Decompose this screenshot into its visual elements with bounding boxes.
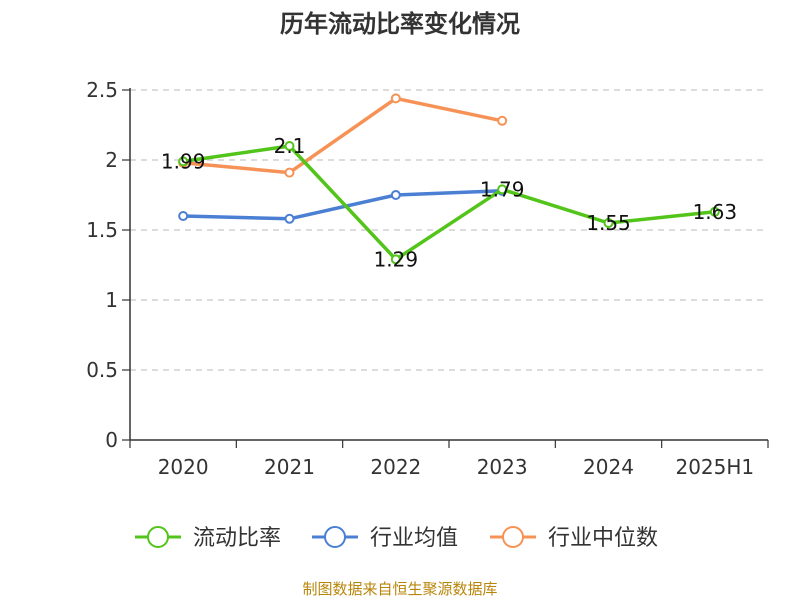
data-label: 1.55 xyxy=(586,211,631,235)
data-label: 1.99 xyxy=(161,149,206,173)
data-point[interactable] xyxy=(497,184,508,195)
data-point[interactable] xyxy=(284,213,295,224)
data-point[interactable] xyxy=(497,115,508,126)
y-tick-label: 1.5 xyxy=(86,218,118,242)
y-tick-label: 0 xyxy=(105,428,118,452)
x-tick-label: 2023 xyxy=(477,455,528,479)
y-tick-label: 2 xyxy=(105,148,118,172)
data-point[interactable] xyxy=(178,156,189,167)
data-label: 1.63 xyxy=(693,200,738,224)
data-point[interactable] xyxy=(390,254,401,265)
data-point[interactable] xyxy=(603,218,614,228)
data-labels: 1.99 2.1 1.29 1.79 1.55 1.63 xyxy=(161,134,737,271)
source-note: 制图数据来自恒生聚源数据库 xyxy=(302,580,498,598)
y-tick-label: 2.5 xyxy=(86,78,118,102)
legend-marker[interactable] xyxy=(502,526,524,548)
data-point[interactable] xyxy=(284,141,295,151)
chart-title: 历年流动比率变化情况 xyxy=(280,10,520,38)
data-label: 1.29 xyxy=(374,247,419,271)
data-point[interactable] xyxy=(390,93,401,104)
series-line xyxy=(181,144,717,262)
legend-marker[interactable] xyxy=(324,526,346,548)
series-line xyxy=(181,96,504,175)
data-point[interactable] xyxy=(709,206,720,217)
y-tick-label: 1 xyxy=(105,288,118,312)
x-tick-label: 2025H1 xyxy=(675,455,754,479)
data-point[interactable] xyxy=(178,211,189,221)
data-point[interactable] xyxy=(284,167,295,178)
legend[interactable]: 流动比率 行业均值 行业中位数 xyxy=(135,526,658,551)
series-line xyxy=(181,189,504,221)
data-point[interactable] xyxy=(390,190,401,200)
x-tick-label: 2024 xyxy=(583,455,634,479)
legend-label[interactable]: 行业均值 xyxy=(370,526,458,551)
y-tick-label: 0.5 xyxy=(86,358,118,382)
data-label: 2.1 xyxy=(274,134,306,158)
data-label: 1.79 xyxy=(480,177,525,201)
series-lines xyxy=(178,93,720,265)
legend-label[interactable]: 流动比率 xyxy=(193,526,281,551)
x-tick-label: 2021 xyxy=(264,455,315,479)
axes: 0 0.5 1 1.5 2 2.5 2020 2021 2022 2023 2024 2025H1 xyxy=(86,78,769,479)
legend-marker[interactable] xyxy=(147,526,169,548)
x-tick-label: 2020 xyxy=(158,455,209,479)
grid-lines xyxy=(130,89,768,371)
x-tick-label: 2022 xyxy=(370,455,421,479)
legend-label[interactable]: 行业中位数 xyxy=(548,526,658,551)
